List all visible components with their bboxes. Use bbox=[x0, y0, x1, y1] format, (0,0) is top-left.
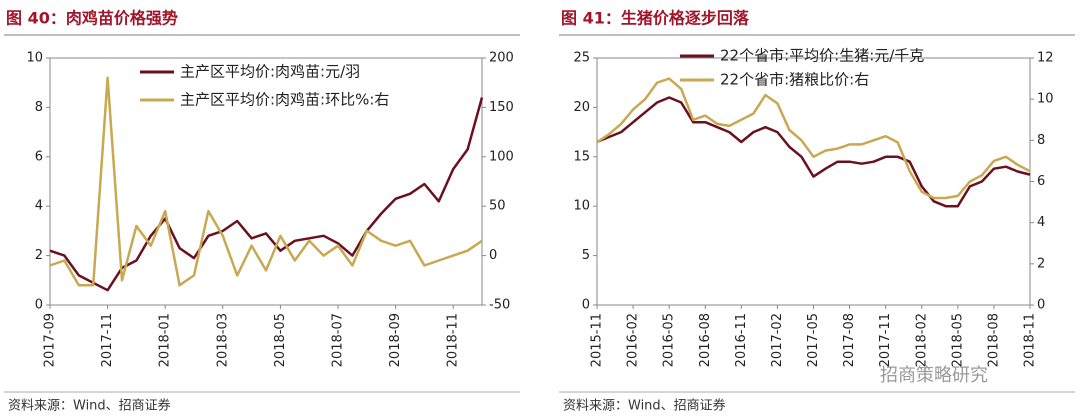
legend-label: 22个省市:平均价:生猪:元/千克 bbox=[720, 47, 924, 65]
x-tick-label: 2018-02 bbox=[914, 313, 929, 367]
x-tick-label: 2018-05 bbox=[273, 313, 288, 367]
y-tick-label: 5 bbox=[582, 248, 590, 263]
x-tick-label: 2018-11 bbox=[1023, 313, 1038, 367]
y2-tick-label: 2 bbox=[1037, 256, 1045, 271]
x-tick-label: 2018-05 bbox=[950, 313, 965, 367]
chart-title: 图 41：生猪价格逐步回落 bbox=[561, 9, 750, 28]
plot-frame bbox=[49, 57, 483, 306]
legend-label: 主产区平均价:肉鸡苗:元/羽 bbox=[180, 63, 360, 81]
y2-tick-label: 0 bbox=[489, 248, 497, 263]
y-tick-label: 0 bbox=[582, 298, 590, 313]
x-tick-label: 2017-11 bbox=[878, 313, 893, 367]
y2-tick-label: 50 bbox=[489, 199, 506, 214]
x-tick-label: 2016-02 bbox=[626, 313, 641, 367]
y-tick-label: 2 bbox=[35, 248, 43, 263]
y-tick-label: 8 bbox=[35, 100, 43, 115]
y2-tick-label: 12 bbox=[1037, 51, 1054, 66]
y-tick-label: 25 bbox=[573, 51, 590, 66]
x-tick-label: 2018-01 bbox=[158, 313, 173, 367]
x-tick-label: 2017-02 bbox=[770, 313, 785, 367]
x-tick-label: 2018-08 bbox=[986, 313, 1001, 367]
x-tick-label: 2017-05 bbox=[806, 313, 821, 367]
x-tick-label: 2018-11 bbox=[446, 313, 461, 367]
y2-tick-label: 8 bbox=[1037, 133, 1045, 148]
y-tick-label: 6 bbox=[35, 149, 43, 164]
y-tick-label: 10 bbox=[26, 51, 43, 66]
y2-tick-label: 200 bbox=[489, 51, 514, 66]
chart-title: 图 40：肉鸡苗价格强势 bbox=[6, 9, 178, 28]
x-tick-label: 2017-11 bbox=[100, 313, 115, 367]
series-line bbox=[49, 76, 483, 287]
y-tick-label: 4 bbox=[35, 199, 43, 214]
x-tick-label: 2017-09 bbox=[43, 313, 58, 367]
y-tick-label: 20 bbox=[573, 100, 590, 115]
y2-tick-label: 6 bbox=[1037, 174, 1045, 189]
legend-label: 22个省市:猪粮比价:右 bbox=[720, 71, 869, 89]
x-tick-label: 2015-11 bbox=[590, 313, 605, 367]
y2-tick-label: 150 bbox=[489, 100, 514, 115]
x-tick-label: 2018-07 bbox=[331, 313, 346, 367]
y-tick-label: 15 bbox=[573, 149, 590, 164]
x-tick-label: 2017-08 bbox=[842, 313, 857, 367]
y-tick-label: 0 bbox=[35, 298, 43, 313]
watermark: 招商策略研究 bbox=[880, 365, 988, 386]
y2-tick-label: 10 bbox=[1037, 92, 1054, 107]
y2-tick-label: 4 bbox=[1037, 215, 1045, 230]
source-note: 资料来源：Wind、招商证券 bbox=[563, 398, 726, 414]
y2-tick-label: 0 bbox=[1037, 298, 1045, 313]
x-tick-label: 2018-03 bbox=[215, 313, 230, 367]
series-line bbox=[596, 96, 1031, 208]
source-note: 资料来源：Wind、招商证券 bbox=[8, 398, 171, 414]
y2-tick-label: 100 bbox=[489, 149, 514, 164]
x-tick-label: 2018-09 bbox=[388, 313, 403, 367]
series-line bbox=[596, 77, 1031, 200]
legend-label: 主产区平均价:肉鸡苗:环比%:右 bbox=[180, 91, 389, 109]
y2-tick-label: -50 bbox=[489, 298, 510, 313]
plot-frame bbox=[596, 57, 1031, 306]
x-tick-label: 2016-11 bbox=[734, 313, 749, 367]
x-tick-label: 2016-05 bbox=[662, 313, 677, 367]
y-tick-label: 10 bbox=[573, 199, 590, 214]
x-tick-label: 2016-08 bbox=[698, 313, 713, 367]
